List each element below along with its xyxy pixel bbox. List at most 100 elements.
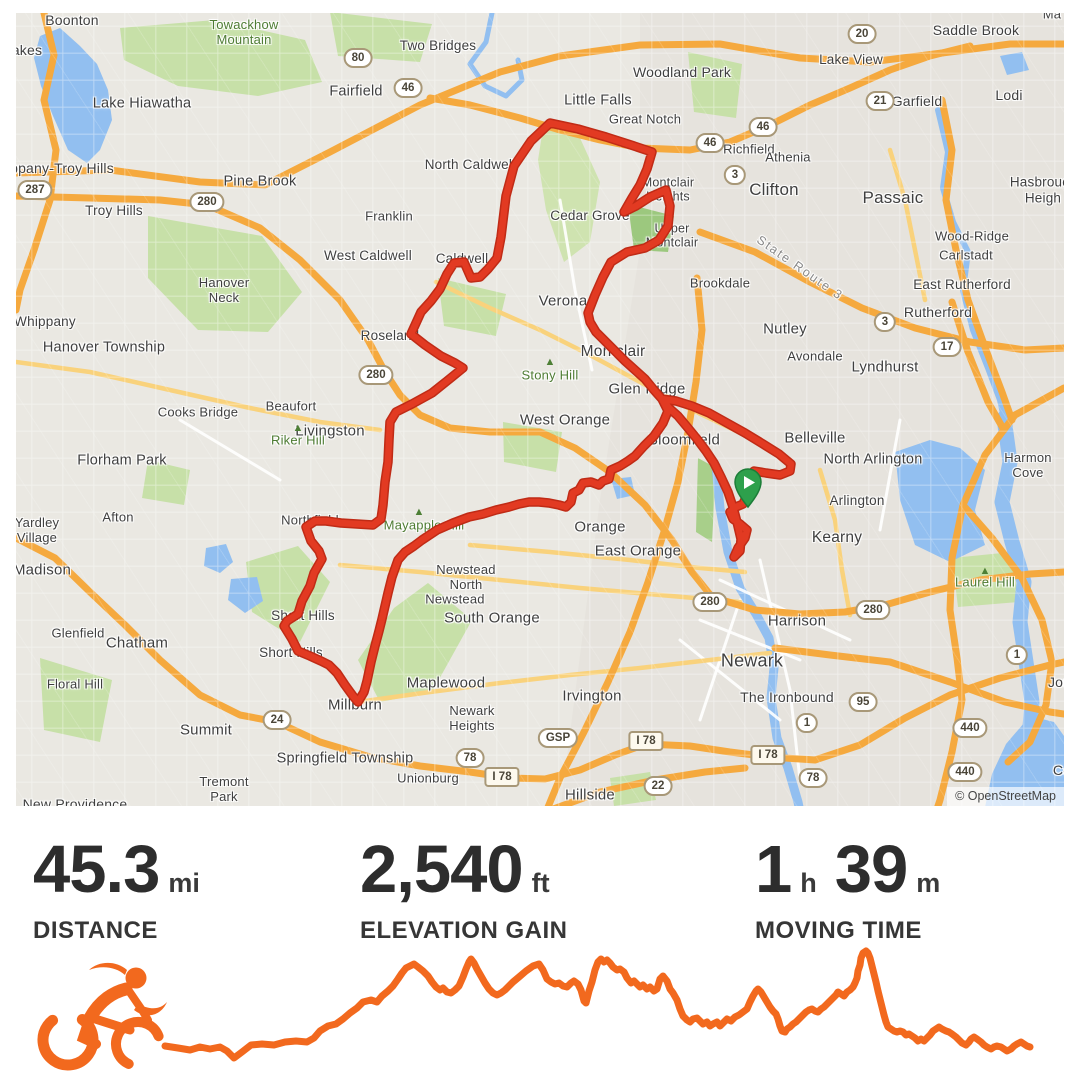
- route-line: [280, 119, 795, 706]
- place-label: akes: [16, 41, 43, 58]
- place-label: Little Falls: [564, 92, 632, 109]
- place-label: Laurel Hill: [954, 574, 1016, 590]
- route-shield: 3: [723, 165, 747, 185]
- river: [467, 13, 525, 99]
- peak-icon: ▲: [979, 565, 991, 577]
- park-area: [246, 546, 330, 642]
- place-label: Journ: [1047, 673, 1064, 690]
- route-shield: 287: [17, 180, 53, 200]
- place-label: Hanover Township: [42, 339, 166, 356]
- route-shield: 80: [343, 48, 373, 68]
- route-shield: 280: [358, 365, 394, 385]
- place-label: Newark: [720, 650, 784, 671]
- elevation-label: ELEVATION GAIN: [360, 917, 568, 944]
- place-label: Summit: [179, 721, 233, 739]
- peak-icon: ▲: [544, 356, 556, 368]
- local-road: [678, 638, 782, 722]
- motorway: [771, 644, 1064, 718]
- place-label: Fairfield: [329, 83, 383, 100]
- place-label: Brookdale: [689, 275, 751, 291]
- peak-icon: ▲: [413, 506, 425, 518]
- secondary-road: [16, 359, 383, 433]
- local-road: [698, 618, 802, 662]
- distance-label: DISTANCE: [33, 917, 158, 944]
- park-area: [120, 20, 322, 96]
- map-canvas: Boontonakes Towackhow Mountain Two Bridges…: [16, 13, 1064, 806]
- park-area: [688, 52, 742, 118]
- place-label: Wood-Ridge: [934, 228, 1010, 244]
- local-road: [178, 418, 282, 482]
- route-shield: GSP: [537, 728, 579, 748]
- place-label: The Ironbound: [740, 688, 834, 705]
- route-shield: 280: [855, 600, 891, 620]
- secondary-road: [355, 650, 773, 705]
- route-shield: 24: [262, 710, 292, 730]
- place-label: Stony Hill: [521, 367, 579, 383]
- place-label: Maplewood: [406, 674, 486, 692]
- place-label: Avondale: [787, 348, 843, 364]
- place-label: Pine Brook: [223, 173, 297, 190]
- stat-elevation-gain: 2,540 ft ELEVATION GAIN: [360, 836, 567, 945]
- park-area: [40, 658, 112, 742]
- place-label: Newstead North: [436, 562, 496, 592]
- place-label: Hasbrouck Heigh: [1009, 174, 1064, 205]
- place-label: Florham Park: [77, 452, 167, 469]
- place-label: Newstead: [425, 591, 485, 607]
- elevation-unit: ft: [531, 868, 550, 898]
- route-shield: 440: [947, 762, 983, 782]
- place-label: East Orange: [594, 542, 682, 560]
- route-shield: I 78: [628, 731, 664, 751]
- place-label: Afton: [102, 509, 134, 525]
- place-label: Troy Hills: [85, 203, 143, 219]
- place-label: Beaufort: [265, 398, 317, 414]
- river: [994, 410, 1045, 806]
- peak-icon: ▲: [292, 422, 304, 434]
- place-label: Two Bridges: [399, 38, 477, 54]
- place-label: Clifton: [749, 180, 799, 200]
- river: [935, 107, 1007, 421]
- place-label: Springfield Township: [276, 750, 414, 767]
- park-area: [142, 460, 190, 505]
- route-shield: 78: [455, 748, 485, 768]
- place-label: South Orange: [444, 609, 540, 627]
- place-label: East Rutherford: [913, 277, 1011, 293]
- place-label: West Caldwell: [324, 248, 412, 264]
- place-label: Woodland Park: [632, 63, 732, 80]
- place-label: Riker Hill: [271, 432, 325, 448]
- place-label: Com: [1052, 761, 1064, 778]
- place-label: Carlstadt: [939, 247, 993, 263]
- place-label: Newark Heights: [449, 703, 495, 733]
- stat-distance: 45.3 mi DISTANCE: [33, 836, 200, 945]
- place-label: North Arlington: [823, 451, 923, 468]
- secondary-road: [817, 467, 853, 618]
- route-shield: 1: [795, 713, 819, 733]
- place-label: Boonton: [45, 13, 99, 28]
- route-line-casing: [279, 118, 796, 707]
- motorway: [948, 298, 1008, 434]
- place-label: North Caldwell: [424, 157, 516, 173]
- place-label: Unionburg: [397, 770, 459, 786]
- place-label: Harmon Cove: [1004, 450, 1052, 480]
- distance-unit: mi: [168, 868, 200, 898]
- route-shield: I 78: [750, 745, 786, 765]
- place-label: Kearny: [811, 529, 863, 547]
- route-shield: 3: [873, 312, 897, 332]
- time-minutes-value: 39: [834, 832, 909, 907]
- place-label: Lake View: [819, 52, 883, 68]
- route-overlay: [279, 118, 796, 707]
- attribution-text: © OpenStreetMap: [955, 789, 1056, 803]
- route-shield: 22: [643, 776, 673, 796]
- place-label: ppany-Troy Hills: [16, 159, 114, 176]
- motorway: [16, 13, 60, 314]
- route-shield: 21: [865, 91, 895, 111]
- route-shield: 280: [692, 592, 728, 612]
- place-label: New Providence: [22, 795, 128, 806]
- place-label: Franklin: [365, 208, 413, 224]
- route-shield: 46: [748, 117, 778, 137]
- route-shield: 46: [393, 78, 423, 98]
- route-shield: 440: [952, 718, 988, 738]
- park-area: [538, 128, 600, 262]
- route-map[interactable]: Boontonakes Towackhow Mountain Two Bridges…: [16, 13, 1064, 806]
- start-marker[interactable]: [734, 468, 762, 509]
- place-label: Lyndhurst: [851, 358, 919, 376]
